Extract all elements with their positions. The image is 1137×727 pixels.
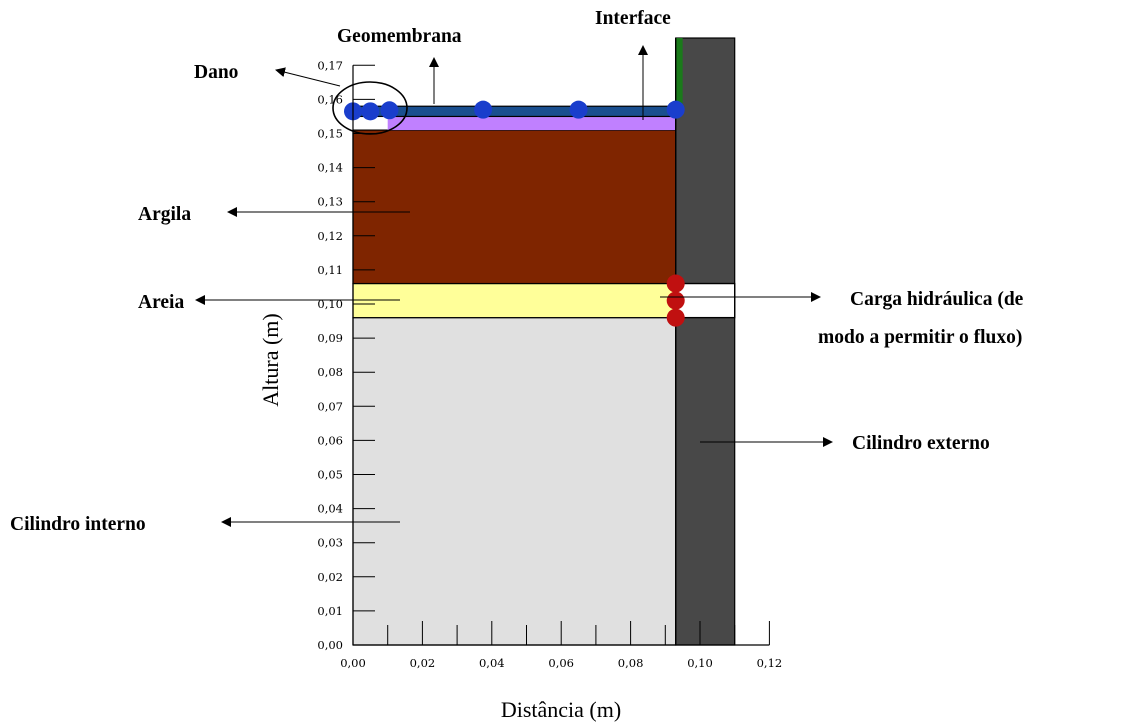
x-tick-label-3: 0,06 xyxy=(548,656,574,670)
x-tick-label-0: 0,00 xyxy=(340,656,366,670)
x-tick-label-4: 0,08 xyxy=(618,656,644,670)
annotation-geomembrana: Geomembrana xyxy=(337,26,462,47)
region-interface xyxy=(387,116,676,131)
y-tick-label-3: 0,03 xyxy=(317,536,343,550)
annotation-carga-line1: Carga hidráulica (de xyxy=(850,289,1024,310)
red-node-0 xyxy=(666,274,685,293)
y-tick-label-8: 0,08 xyxy=(317,365,343,379)
region-argila xyxy=(352,129,677,285)
y-tick-label-13: 0,13 xyxy=(317,195,343,209)
y-axis-title: Altura (m) xyxy=(258,313,283,406)
y-tick-label-10: 0,10 xyxy=(317,297,343,311)
red-node-1 xyxy=(666,291,685,310)
y-tick-label-9: 0,09 xyxy=(317,331,343,345)
blue-node-4 xyxy=(569,100,588,119)
y-tick-label-5: 0,05 xyxy=(317,468,343,482)
region-areia xyxy=(352,282,677,319)
region-cilindro-interno xyxy=(352,317,677,646)
annotation-areia: Areia xyxy=(138,292,184,313)
y-tick-label-2: 0,02 xyxy=(317,570,343,584)
blue-node-2 xyxy=(380,101,399,120)
y-tick-label-15: 0,15 xyxy=(317,127,343,141)
red-node-2 xyxy=(666,308,685,327)
region-cilindro-externo xyxy=(675,37,736,646)
region-interface-vertical xyxy=(675,38,683,107)
y-tick-label-0: 0,00 xyxy=(317,638,343,652)
y-tick-label-7: 0,07 xyxy=(317,399,343,413)
region-geomembrana xyxy=(352,105,677,118)
damage-ellipse xyxy=(332,81,408,135)
blue-node-5 xyxy=(666,100,685,119)
annotation-cilindro-externo: Cilindro externo xyxy=(852,433,990,454)
blue-node-3 xyxy=(474,100,493,119)
y-tick-label-6: 0,06 xyxy=(317,433,343,447)
y-tick-label-17: 0,17 xyxy=(317,58,343,72)
x-axis-title: Distância (m) xyxy=(501,697,621,722)
annotation-dano: Dano xyxy=(194,62,238,83)
annotation-carga-line2: modo a permitir o fluxo) xyxy=(818,327,1022,348)
arrow-dano xyxy=(275,67,341,87)
y-tick-label-12: 0,12 xyxy=(317,229,343,243)
blue-node-1 xyxy=(361,102,380,121)
x-tick-label-6: 0,12 xyxy=(757,656,783,670)
x-tick-label-1: 0,02 xyxy=(410,656,436,670)
annotation-cilindro-interno: Cilindro interno xyxy=(10,514,146,535)
x-tick-label-5: 0,10 xyxy=(687,656,713,670)
y-tick-label-11: 0,11 xyxy=(317,263,343,277)
annotation-argila: Argila xyxy=(138,204,191,225)
y-tick-label-4: 0,04 xyxy=(317,502,343,516)
y-tick-label-1: 0,01 xyxy=(317,604,343,618)
y-tick-label-14: 0,14 xyxy=(317,161,343,175)
annotation-interface: Interface xyxy=(595,8,671,29)
x-tick-label-2: 0,04 xyxy=(479,656,505,670)
